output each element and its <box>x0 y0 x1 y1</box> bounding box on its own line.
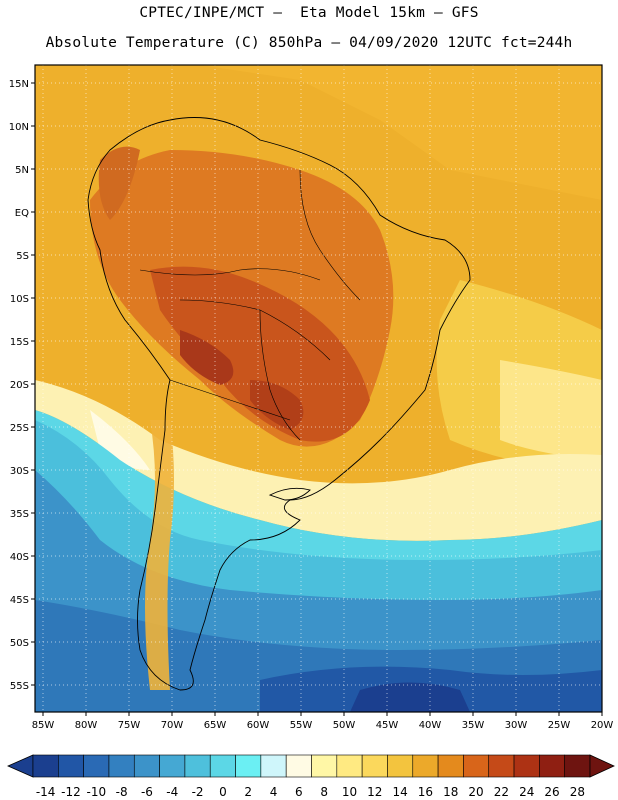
colorbar-swatch <box>564 754 591 778</box>
colorbar-swatch <box>209 754 236 778</box>
colorbar-swatch <box>32 754 59 778</box>
colorbar-tick-label: 0 <box>219 785 227 799</box>
colorbar-swatch <box>58 754 84 778</box>
colorbar-swatch <box>83 754 110 778</box>
lon-tick-label: 25W <box>548 720 571 731</box>
colorbar-tick-label: 28 <box>570 785 585 799</box>
lat-tick-label: 5S <box>16 251 29 262</box>
colorbar-tick-label: -8 <box>116 785 128 799</box>
colorbar-swatch <box>513 754 540 778</box>
colorbar-tick-label: 14 <box>392 785 407 799</box>
lat-tick-label: 10S <box>10 294 29 305</box>
colorbar-swatch <box>387 754 414 778</box>
colorbar-tick-label: 2 <box>244 785 252 799</box>
colorbar-swatch <box>285 754 312 778</box>
colorbar-tick-label: 22 <box>494 785 509 799</box>
colorbar-tick-label: 20 <box>468 785 483 799</box>
lon-tick-label: 35W <box>462 720 485 731</box>
colorbar-tick-label: -2 <box>192 785 204 799</box>
lon-tick-label: 55W <box>290 720 313 731</box>
lat-tick-label: 30S <box>10 466 29 477</box>
lon-tick-label: 85W <box>32 720 55 731</box>
latitude-axis: 15N 10N 5N EQ 5S 10S 15S 20S 25S 30S 35S 40S 45S 50S 5… <box>9 79 35 692</box>
lon-tick-label: 70W <box>161 720 184 731</box>
colorbar: -14 -12 -10 -8 -6 -4 -2 0 2 4 6 8 10 12 14 16 18 20 22 24 26… <box>7 754 615 799</box>
colorbar-tick-label: 24 <box>519 785 534 799</box>
lon-tick-label: 20W <box>591 720 614 731</box>
colorbar-swatch <box>437 754 464 778</box>
lat-tick-label: 5N <box>15 165 29 176</box>
lat-tick-label: 15N <box>9 79 29 90</box>
lon-tick-label: 30W <box>505 720 528 731</box>
lat-tick-label: 15S <box>10 337 29 348</box>
lon-tick-label: 45W <box>376 720 399 731</box>
temperature-field <box>35 65 602 712</box>
coastlines <box>87 117 471 691</box>
colorbar-swatch <box>488 754 515 778</box>
colorbar-tick-label: -6 <box>141 785 153 799</box>
colorbar-tick-label: -10 <box>86 785 106 799</box>
colorbar-tick-label: 10 <box>342 785 357 799</box>
colorbar-swatch <box>336 754 363 778</box>
lon-tick-label: 75W <box>118 720 141 731</box>
longitude-axis: 85W 80W 75W 70W 65W 60W 55W 50W 45W 40W 35W 30W 25W 2… <box>32 712 614 731</box>
colorbar-tick-label: -4 <box>166 785 178 799</box>
colorbar-tick-label: 6 <box>295 785 303 799</box>
colorbar-tick-label: 8 <box>320 785 328 799</box>
lat-tick-label: 40S <box>10 552 29 563</box>
colorbar-swatch <box>539 754 565 778</box>
colorbar-high-arrow <box>589 754 615 778</box>
colorbar-swatch <box>184 754 211 778</box>
colorbar-tick-label: 26 <box>544 785 559 799</box>
colorbar-swatch <box>133 754 160 778</box>
title-line-2: Absolute Temperature (C) 850hPa – 04/09/… <box>45 35 573 51</box>
title-line-1: CPTEC/INPE/MCT – Eta Model 15km – GFS <box>139 5 479 21</box>
lat-tick-label: 20S <box>10 380 29 391</box>
lat-tick-label: 45S <box>10 595 29 606</box>
lat-tick-label: EQ <box>15 208 29 219</box>
colorbar-swatch <box>463 754 490 778</box>
colorbar-swatch <box>412 754 439 778</box>
lat-tick-label: 55S <box>10 681 29 692</box>
colorbar-swatch <box>159 754 186 778</box>
lat-tick-label: 35S <box>10 509 29 520</box>
grid-lines <box>35 65 603 712</box>
colorbar-low-arrow <box>7 754 34 778</box>
colorbar-swatch <box>235 754 262 778</box>
colorbar-swatch <box>108 754 135 778</box>
map-frame <box>34 64 603 713</box>
colorbar-tick-label: 12 <box>367 785 382 799</box>
lon-tick-label: 50W <box>333 720 356 731</box>
country-borders <box>139 169 361 441</box>
colorbar-tick-label: -12 <box>61 785 81 799</box>
colorbar-tick-label: 4 <box>270 785 278 799</box>
lat-tick-label: 50S <box>10 638 29 649</box>
lon-tick-label: 80W <box>75 720 98 731</box>
colorbar-tick-label: 18 <box>443 785 458 799</box>
colorbar-swatch <box>260 754 287 778</box>
lon-tick-label: 65W <box>204 720 227 731</box>
colorbar-tick-label: 16 <box>418 785 433 799</box>
lon-tick-label: 60W <box>247 720 270 731</box>
colorbar-swatch <box>311 754 338 778</box>
lat-tick-label: 10N <box>9 122 29 133</box>
colorbar-tick-label: -14 <box>36 785 56 799</box>
colorbar-swatch <box>361 754 388 778</box>
lon-tick-label: 40W <box>419 720 442 731</box>
lat-tick-label: 25S <box>10 423 29 434</box>
